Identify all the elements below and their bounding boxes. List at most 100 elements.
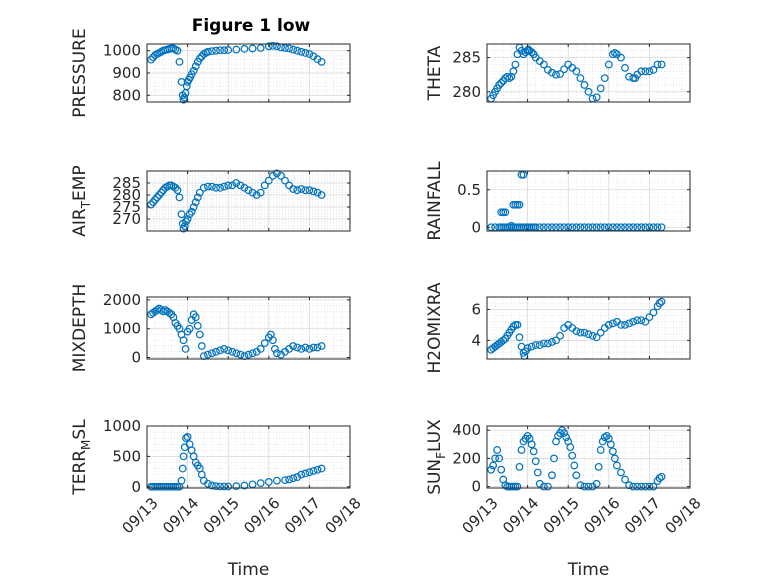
data-point: [301, 49, 310, 57]
data-point: [177, 476, 186, 485]
data-point: [539, 482, 548, 491]
y-tick-label: 0: [131, 478, 141, 496]
y-tick-label: 6: [471, 300, 481, 318]
data-point: [240, 183, 249, 192]
axes-box: [486, 170, 691, 232]
data-point: [529, 447, 538, 456]
data-point: [548, 338, 556, 346]
data-point: [273, 349, 281, 358]
data-point: [260, 181, 269, 190]
y-axis-label: SUNFLUX: [425, 419, 448, 495]
data-point: [621, 321, 629, 329]
y-tick-label: 800: [112, 86, 141, 104]
data-point: [256, 479, 265, 488]
data-point: [208, 349, 216, 358]
data-point: [513, 321, 522, 329]
data-point: [548, 471, 556, 480]
data-point: [147, 55, 155, 64]
data-point: [509, 322, 518, 331]
data-point: [273, 42, 281, 51]
y-axis-label: MIXDEPTH: [70, 284, 90, 373]
data-point: [173, 186, 182, 195]
data-point: [149, 198, 157, 207]
data-point: [497, 465, 506, 474]
data-point: [273, 476, 281, 485]
data-point: [212, 46, 220, 55]
data-point: [252, 191, 261, 199]
axes-box: [486, 425, 691, 489]
data-point: [533, 468, 542, 477]
data-series: [487, 426, 666, 491]
data-point: [495, 454, 504, 463]
data-point: [592, 93, 601, 102]
data-point: [598, 437, 607, 446]
data-series: [147, 304, 326, 361]
data-point: [260, 339, 269, 348]
data-point: [208, 481, 216, 490]
data-point: [503, 72, 512, 81]
data-point: [313, 465, 322, 474]
data-point: [592, 479, 601, 488]
data-point: [594, 462, 603, 471]
data-point: [550, 454, 558, 463]
data-point: [604, 321, 613, 329]
data-point: [208, 182, 216, 191]
data-point: [220, 345, 229, 353]
data-point: [153, 193, 162, 202]
data-point: [268, 41, 277, 50]
data-point: [185, 210, 194, 219]
data-point: [183, 433, 192, 441]
data-point: [191, 198, 200, 207]
data-point: [281, 476, 289, 484]
data-point: [264, 42, 273, 51]
data-point: [197, 342, 206, 350]
data-point: [544, 482, 552, 491]
data-point: [629, 482, 638, 491]
data-point: [180, 222, 189, 231]
data-point: [317, 342, 326, 350]
data-point: [256, 345, 265, 353]
data-series: [147, 41, 326, 104]
data-point: [539, 339, 548, 348]
data-point: [309, 343, 318, 352]
subplot-2: 280 285 THETA: [425, 43, 691, 103]
data-point: [203, 182, 212, 191]
data-point: [175, 57, 184, 66]
data-point: [511, 200, 520, 209]
y-tick-label: 285: [112, 174, 141, 192]
data-point: [519, 348, 528, 357]
data-point: [572, 327, 581, 336]
data-point: [592, 333, 601, 342]
data-point: [649, 482, 658, 491]
y-tick-label: 0.5: [457, 181, 481, 199]
data-point: [560, 429, 569, 437]
data-point: [195, 188, 204, 197]
data-point: [248, 44, 257, 53]
data-point: [232, 482, 241, 491]
y-tick-label: 275: [112, 198, 141, 216]
data-point: [523, 344, 532, 353]
y-tick-label: 2000: [103, 291, 141, 309]
y-tick-label: 280: [112, 186, 141, 204]
data-point: [556, 70, 564, 78]
y-tick-label: 280: [452, 83, 481, 101]
data-point: [657, 472, 666, 481]
data-point: [657, 60, 666, 69]
data-point: [203, 47, 212, 56]
y-tick-label: 400: [452, 421, 481, 439]
data-point: [535, 341, 544, 349]
data-point: [212, 347, 220, 356]
data-point: [224, 181, 233, 190]
data-point: [248, 349, 257, 358]
data-point: [180, 93, 189, 102]
data-point: [539, 60, 548, 69]
data-point: [185, 324, 194, 333]
data-point: [256, 44, 265, 52]
data-point: [604, 60, 613, 69]
data-point: [515, 333, 524, 342]
data-point: [179, 452, 188, 461]
data-point: [629, 317, 638, 326]
data-point: [576, 328, 585, 337]
data-point: [193, 321, 202, 330]
